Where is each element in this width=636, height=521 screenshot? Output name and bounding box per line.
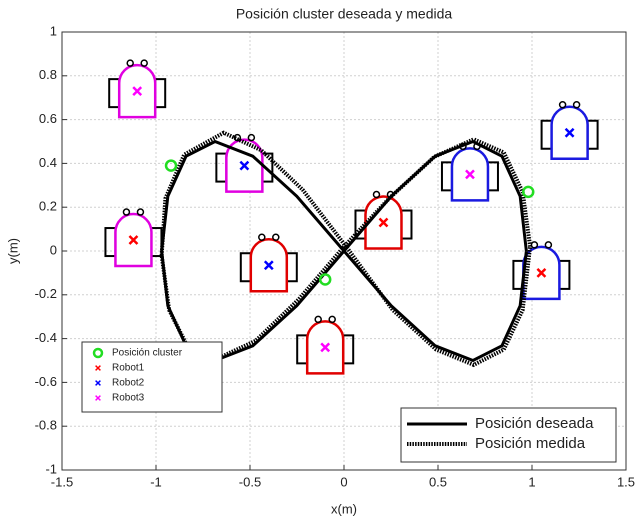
chart-title: Posición cluster deseada y medida (236, 6, 453, 22)
robot-sensor (372, 190, 381, 199)
robot-wheel (558, 259, 571, 290)
robot-wheel (108, 78, 121, 109)
legend-label: Robot1 (112, 363, 145, 374)
robot-sensor (544, 241, 553, 249)
robot-sensor (272, 233, 280, 241)
robot-wheel (540, 119, 553, 150)
robot-sensor (140, 59, 148, 67)
robot-marker (378, 217, 389, 228)
y-tick-label: -0.8 (35, 418, 57, 433)
robot-sensor (136, 208, 145, 216)
robot-marker (564, 127, 575, 138)
robot-wheel (342, 334, 355, 365)
robot-outline (540, 100, 599, 160)
legend-label: Posición medida (475, 435, 586, 452)
legend-swatch (95, 395, 101, 401)
x-tick-label: -0.5 (239, 474, 261, 489)
y-tick-label: -1 (45, 461, 57, 476)
legend-swatch (92, 347, 104, 359)
robot-marker (263, 260, 274, 271)
robot-marker (128, 235, 139, 245)
x-axis-label: x(m) (331, 501, 357, 516)
robot-outline (354, 190, 413, 250)
robot-outline (239, 233, 298, 293)
cluster-marker (318, 273, 332, 286)
y-tick-label: -0.4 (35, 330, 57, 345)
robot-sensor (530, 241, 539, 249)
legend-box (81, 341, 223, 413)
cluster-marker (164, 159, 178, 172)
x-tick-label: 1.5 (617, 474, 635, 489)
robot-marker (536, 268, 547, 278)
robot-wheel (400, 209, 413, 240)
cluster-marker (521, 185, 535, 199)
y-tick-label: -0.6 (35, 374, 57, 389)
legend-swatch (95, 365, 101, 371)
plot-frame (61, 31, 627, 471)
robot-outline (440, 142, 499, 202)
robot-wheel (104, 227, 117, 258)
legend-label: Robot2 (112, 378, 145, 389)
robot-wheel (215, 152, 228, 183)
robot-sensor (558, 100, 567, 109)
robot-wheel (586, 119, 599, 150)
legend-label: Posición deseada (475, 415, 594, 432)
robot-wheel (285, 252, 298, 283)
robot-sensor (258, 233, 266, 241)
legend-box (400, 407, 617, 463)
robot-wheel (486, 161, 499, 192)
robot-sensor (247, 133, 256, 142)
robot-outline (104, 208, 163, 268)
y-tick-label: 0 (50, 242, 57, 257)
x-tick-label: 1 (528, 474, 535, 489)
y-tick-label: -0.2 (35, 286, 57, 301)
robot-marker (320, 342, 331, 353)
y-axis-label: y(m) (5, 238, 20, 264)
robot-sensor (314, 315, 322, 324)
robot-sensor (572, 100, 581, 109)
robot-sensor (126, 59, 134, 67)
robot-outline (296, 315, 355, 375)
y-tick-label: 0.2 (39, 199, 57, 214)
robot-marker (132, 86, 143, 97)
y-tick-label: 0.8 (39, 67, 57, 82)
robot-sensor (122, 208, 131, 216)
robot-marker (465, 169, 475, 180)
robot-wheel (440, 161, 453, 192)
robot-outline (108, 59, 167, 119)
x-tick-label: -1 (150, 474, 162, 489)
robot-wheel (154, 78, 167, 109)
y-tick-label: 0.4 (39, 155, 57, 170)
robot-sensor (328, 315, 336, 324)
legend-label: Posición cluster (112, 348, 183, 359)
robot-wheel (239, 252, 252, 283)
x-tick-label: 0.5 (429, 474, 447, 489)
x-tick-label: -1.5 (51, 474, 73, 489)
legend-label: Robot3 (112, 393, 145, 404)
legend-swatch (95, 380, 101, 386)
robot-wheel (296, 334, 309, 365)
trajectory-line (159, 130, 533, 368)
x-tick-label: 0 (340, 474, 347, 489)
y-tick-label: 0.6 (39, 111, 57, 126)
robot-marker (239, 160, 250, 171)
y-tick-label: 1 (50, 23, 57, 38)
